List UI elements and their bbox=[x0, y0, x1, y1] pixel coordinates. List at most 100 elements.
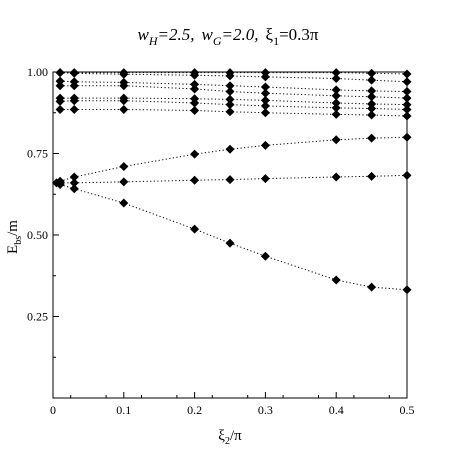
data-point bbox=[331, 172, 341, 182]
x-label-sub: 2 bbox=[225, 436, 230, 447]
data-point bbox=[225, 238, 235, 248]
data-point bbox=[367, 75, 377, 85]
data-point bbox=[69, 68, 79, 78]
data-point bbox=[331, 74, 341, 84]
data-point bbox=[331, 275, 341, 285]
data-point bbox=[367, 99, 377, 109]
x-tick-label: 0 bbox=[50, 403, 56, 417]
data-point bbox=[260, 101, 270, 111]
data-point bbox=[119, 93, 129, 103]
data-point bbox=[190, 84, 200, 94]
data-point bbox=[225, 94, 235, 104]
data-point bbox=[260, 95, 270, 105]
data-point bbox=[260, 251, 270, 261]
data-point bbox=[367, 86, 377, 96]
data-point bbox=[190, 79, 200, 89]
data-point bbox=[367, 110, 377, 120]
title-sub-1: 1 bbox=[273, 34, 279, 48]
data-point bbox=[190, 175, 200, 185]
data-point bbox=[119, 177, 129, 187]
data-point bbox=[367, 282, 377, 292]
series-line-4 bbox=[60, 108, 408, 117]
y-label-sub: bs bbox=[13, 236, 24, 245]
data-point bbox=[331, 135, 341, 145]
data-point bbox=[69, 77, 79, 87]
data-point bbox=[260, 82, 270, 92]
title-w: w bbox=[137, 25, 149, 44]
data-point bbox=[119, 104, 129, 114]
title-w2: w bbox=[201, 25, 213, 44]
data-point bbox=[225, 100, 235, 110]
data-point bbox=[367, 92, 377, 102]
data-point bbox=[69, 184, 79, 194]
data-point bbox=[55, 81, 65, 91]
x-tick-label: 0.1 bbox=[116, 403, 131, 417]
data-point bbox=[69, 93, 79, 103]
data-point bbox=[69, 104, 79, 114]
data-point bbox=[119, 77, 129, 87]
data-point bbox=[331, 103, 341, 113]
x-tick-label: 0.4 bbox=[329, 403, 344, 417]
data-point bbox=[367, 68, 377, 78]
series-line-2 bbox=[56, 174, 408, 184]
y-axis: 0.25 0.50 0.75 1.00 bbox=[27, 65, 59, 358]
x-axis: 0 0.1 0.2 0.3 0.4 0.5 bbox=[50, 392, 415, 417]
data-point bbox=[225, 68, 235, 78]
data-point bbox=[69, 178, 79, 188]
data-point bbox=[190, 105, 200, 115]
data-point bbox=[55, 93, 65, 103]
title-sub-g: G bbox=[213, 34, 222, 48]
data-point bbox=[55, 104, 65, 114]
data-point bbox=[331, 68, 341, 78]
x-tick-label: 0.5 bbox=[400, 403, 415, 417]
data-point bbox=[119, 68, 129, 78]
data-point bbox=[260, 108, 270, 118]
series-line-3 bbox=[59, 136, 408, 182]
title-eq2: =2.0, bbox=[222, 25, 259, 44]
data-point bbox=[260, 68, 270, 78]
data-point bbox=[260, 88, 270, 98]
data-point bbox=[331, 91, 341, 101]
title-eq1: =2.5, bbox=[158, 25, 195, 44]
data-point bbox=[190, 224, 200, 234]
data-point bbox=[367, 133, 377, 143]
plot-frame bbox=[52, 71, 408, 399]
data-point bbox=[331, 85, 341, 95]
series-points bbox=[52, 68, 412, 295]
chart-title: wH=2.5, wG=2.0, ξ1=0.3π bbox=[137, 25, 318, 48]
data-point bbox=[225, 107, 235, 117]
title-xi: ξ bbox=[265, 25, 273, 44]
title-sub-h: H bbox=[148, 34, 159, 48]
y-tick-label: 1.00 bbox=[27, 65, 48, 79]
data-point bbox=[225, 87, 235, 97]
data-point bbox=[225, 144, 235, 154]
data-point bbox=[119, 198, 129, 208]
x-axis-label: ξ2/π bbox=[218, 428, 242, 447]
title-eq3: =0.3π bbox=[279, 25, 319, 44]
data-point bbox=[260, 174, 270, 184]
x-label-rest: /π bbox=[230, 428, 242, 444]
data-point bbox=[260, 140, 270, 150]
data-point bbox=[225, 81, 235, 91]
y-axis-label: Ebs/m bbox=[5, 220, 24, 254]
y-tick-label: 0.75 bbox=[27, 147, 48, 161]
y-label-rest: /m bbox=[5, 220, 21, 236]
data-point bbox=[331, 98, 341, 108]
data-point bbox=[55, 76, 65, 86]
x-tick-label: 0.3 bbox=[258, 403, 273, 417]
data-point bbox=[190, 149, 200, 159]
y-tick-label: 0.50 bbox=[27, 228, 48, 242]
data-point bbox=[225, 175, 235, 185]
data-point bbox=[119, 162, 129, 172]
data-point bbox=[367, 171, 377, 181]
data-point bbox=[69, 172, 79, 182]
series-line-9 bbox=[60, 72, 408, 83]
y-tick-label: 0.25 bbox=[27, 310, 48, 324]
x-label-base: ξ bbox=[218, 428, 225, 444]
y-label-base: E bbox=[5, 245, 21, 254]
x-tick-label: 0.2 bbox=[187, 403, 202, 417]
data-point bbox=[190, 94, 200, 104]
data-point bbox=[55, 176, 65, 186]
series-line-1 bbox=[59, 183, 408, 291]
